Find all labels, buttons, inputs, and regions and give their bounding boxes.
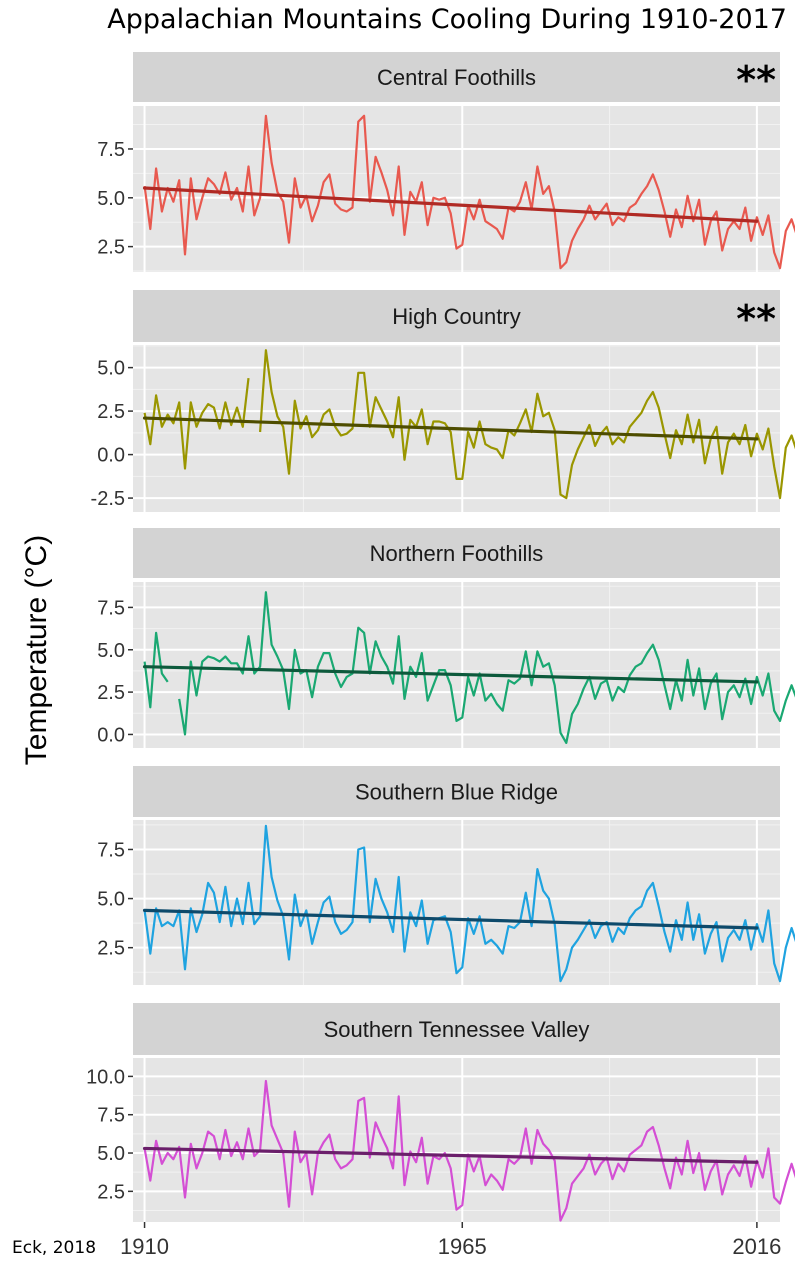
panel-1: Central Foothills ** 2.5 5.0 7.5: [97, 52, 795, 272]
strip-background: [133, 1003, 780, 1055]
strip-label: Central Foothills: [377, 65, 536, 90]
trend-line: [142, 665, 759, 684]
x-tick-label: 1965: [438, 1234, 487, 1259]
y-tick-label: 5.0: [97, 358, 125, 380]
trend-line: [142, 1146, 759, 1164]
y-tick-label: 0.0: [97, 445, 125, 467]
y-tick-label: 5.0: [97, 188, 125, 210]
x-tick-label: 1910: [120, 1234, 169, 1259]
y-tick-label: 2.5: [97, 401, 125, 423]
series-line: [143, 824, 795, 983]
trend-line: [142, 186, 759, 223]
trend-line: [142, 908, 759, 930]
y-tick-label: 10.0: [86, 1066, 125, 1088]
strip-label: Southern Blue Ridge: [355, 780, 558, 805]
strip-background: [133, 528, 780, 578]
y-tick-label: 2.5: [97, 1181, 125, 1203]
y-tick-label: 5.0: [97, 889, 125, 911]
panel-3: Northern Foothills 0.0 2.5 5.0 7.5: [97, 528, 795, 748]
panel-4: Southern Blue Ridge 2.5 5.0 7.5: [97, 766, 795, 985]
y-tick-label: 2.5: [97, 938, 125, 960]
strip-background: [133, 52, 780, 102]
y-tick-label: 2.5: [97, 237, 125, 259]
significance-marker: **: [736, 58, 776, 102]
y-tick-label: 7.5: [97, 139, 125, 161]
strip-label: Southern Tennessee Valley: [324, 1017, 590, 1042]
y-tick-label: 0.0: [97, 724, 125, 746]
y-tick-label: 5.0: [97, 1143, 125, 1165]
plot-background: [133, 820, 780, 985]
x-tick-label: 2016: [732, 1234, 781, 1259]
panel-5: Southern Tennessee Valley 2.5 5.0 7.5 10.0: [86, 1003, 795, 1222]
chart-title: Appalachian Mountains Cooling During 191…: [107, 4, 787, 35]
y-tick-label: 5.0: [97, 640, 125, 662]
y-tick-label: -2.5: [91, 488, 125, 510]
series-line: [143, 1079, 795, 1222]
significance-marker: **: [736, 297, 776, 341]
y-axis-label: Temperature (°C): [20, 535, 53, 765]
strip-label: Northern Foothills: [370, 541, 544, 566]
plot-background: [133, 1058, 780, 1222]
series-line: [143, 349, 795, 500]
y-tick-label: 7.5: [97, 1105, 125, 1127]
series-line: [143, 114, 795, 270]
panel-2: High Country ** -2.5 0.0 2.5 5.0: [91, 290, 795, 512]
source-credit: Eck, 2018: [12, 1238, 97, 1258]
y-tick-label: 2.5: [97, 682, 125, 704]
y-tick-label: 7.5: [97, 839, 125, 861]
strip-label: High Country: [392, 304, 520, 329]
strip-background: [133, 290, 780, 342]
strip-background: [133, 766, 780, 817]
series-line: [143, 591, 795, 744]
trend-line: [142, 416, 759, 441]
y-tick-label: 7.5: [97, 597, 125, 619]
